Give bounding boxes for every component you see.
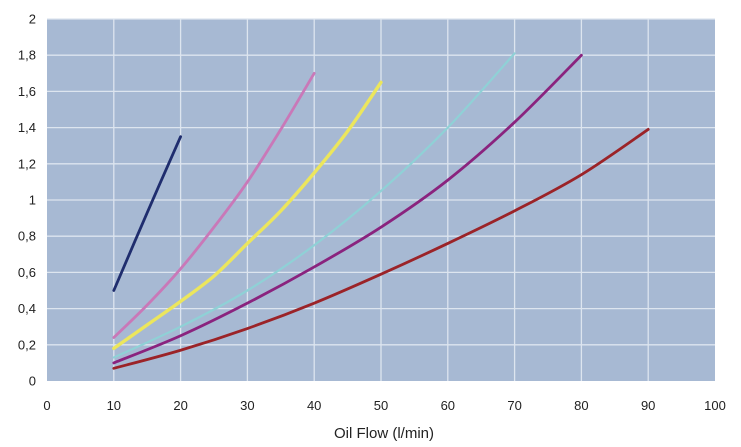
series-line-1 xyxy=(112,135,182,292)
y-tick-label: 2 xyxy=(29,12,36,27)
x-tick-label: 40 xyxy=(307,398,321,413)
y-tick-label: 1,8 xyxy=(18,48,36,63)
x-tick-label: 70 xyxy=(507,398,521,413)
x-axis-ticks: 0 10 20 30 40 50 60 70 80 90 100 xyxy=(43,398,725,413)
series-line-4 xyxy=(112,52,516,359)
series-line-5 xyxy=(112,53,583,365)
y-axis-ticks: 0 0,2 0,4 0,6 0,8 1 1,2 1,4 1,6 1,8 2 xyxy=(18,12,36,389)
grid xyxy=(47,18,715,381)
series-line-3 xyxy=(112,80,383,351)
x-tick-label: 80 xyxy=(574,398,588,413)
y-tick-label: 1,2 xyxy=(18,156,36,171)
x-axis-label: Oil Flow (l/min) xyxy=(334,425,434,442)
y-tick-label: 0,2 xyxy=(18,337,36,352)
x-tick-label: 90 xyxy=(641,398,655,413)
series-lines xyxy=(112,52,650,370)
y-tick-label: 0,6 xyxy=(18,265,36,280)
y-tick-label: 0,4 xyxy=(18,301,36,316)
x-tick-label: 20 xyxy=(173,398,187,413)
y-tick-label: 1,4 xyxy=(18,120,36,135)
x-tick-label: 100 xyxy=(704,398,726,413)
y-tick-label: 1,6 xyxy=(18,84,36,99)
x-tick-label: 50 xyxy=(374,398,388,413)
y-tick-label: 0,8 xyxy=(18,229,36,244)
series-line-2 xyxy=(112,71,316,339)
x-tick-label: 10 xyxy=(107,398,121,413)
x-tick-label: 30 xyxy=(240,398,254,413)
x-tick-label: 0 xyxy=(43,398,50,413)
y-tick-label: 1 xyxy=(29,193,36,208)
series-line-6 xyxy=(112,128,650,370)
x-tick-label: 60 xyxy=(441,398,455,413)
y-tick-label: 0 xyxy=(29,374,36,389)
